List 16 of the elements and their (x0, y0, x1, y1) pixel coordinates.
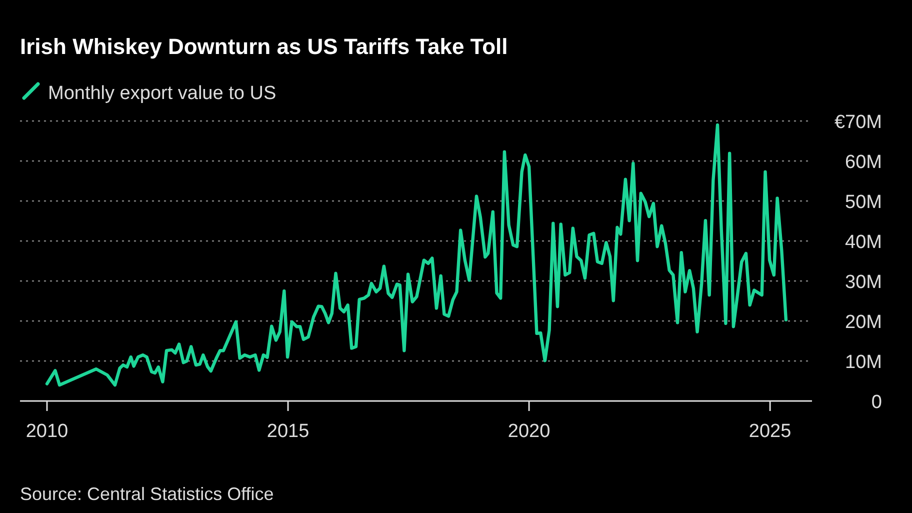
x-tick-label: 2020 (508, 421, 550, 442)
x-tick-label: 2010 (26, 421, 68, 442)
source-note: Source: Central Statistics Office (20, 484, 274, 504)
x-tick-label: 2025 (748, 421, 792, 442)
y-tick-label: €70M (834, 112, 882, 133)
y-tick-label: 30M (845, 272, 882, 293)
x-tick-label: 2015 (266, 421, 310, 442)
legend-label: Monthly export value to US (48, 83, 276, 104)
y-tick-label: 40M (845, 232, 882, 253)
y-tick-label: 60M (845, 152, 882, 173)
y-tick-label: 10M (845, 352, 882, 373)
chart-title: Irish Whiskey Downturn as US Tariffs Take Toll (20, 34, 508, 59)
line-series (45, 123, 788, 387)
y-tick-label: 0 (871, 392, 882, 413)
y-tick-label: 20M (845, 312, 882, 333)
y-tick-label: 50M (845, 192, 882, 213)
